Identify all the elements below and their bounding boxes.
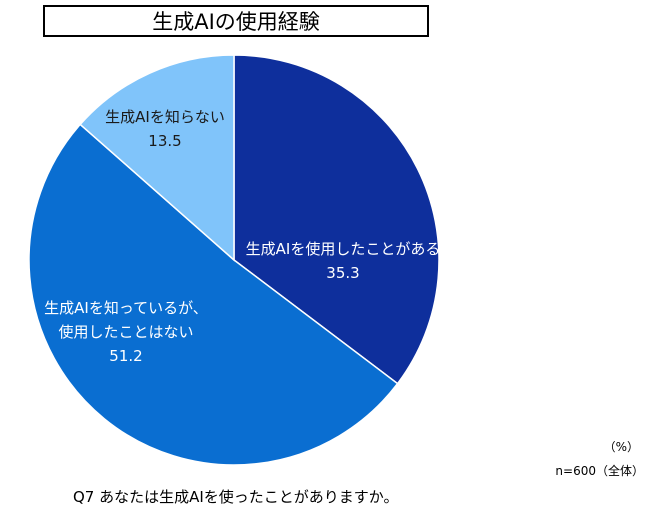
- slice-value-label-3: 13.5: [148, 132, 181, 150]
- slice-category-label-1: 生成AIを使用したことがある: [246, 240, 441, 258]
- slice-category-label-2: 生成AIを知っているが、: [44, 299, 208, 317]
- chart-title: 生成AIの使用経験: [43, 5, 429, 37]
- sample-size-label: n=600（全体）: [555, 464, 644, 478]
- pie-slice-3: [79, 54, 235, 262]
- slice-category-label-3: 生成AIを知らない: [105, 108, 225, 126]
- slice-value-label-1: 35.3: [326, 264, 359, 282]
- slice-category-label-2: 使用したことはない: [58, 323, 193, 341]
- pie-slice-2: [28, 123, 399, 466]
- question-text: Q7 あなたは生成AIを使ったことがありますか。: [73, 488, 399, 506]
- unit-label: （%）: [603, 440, 639, 454]
- slice-value-label-2: 51.2: [109, 347, 142, 365]
- pie-slice-1: [233, 54, 440, 385]
